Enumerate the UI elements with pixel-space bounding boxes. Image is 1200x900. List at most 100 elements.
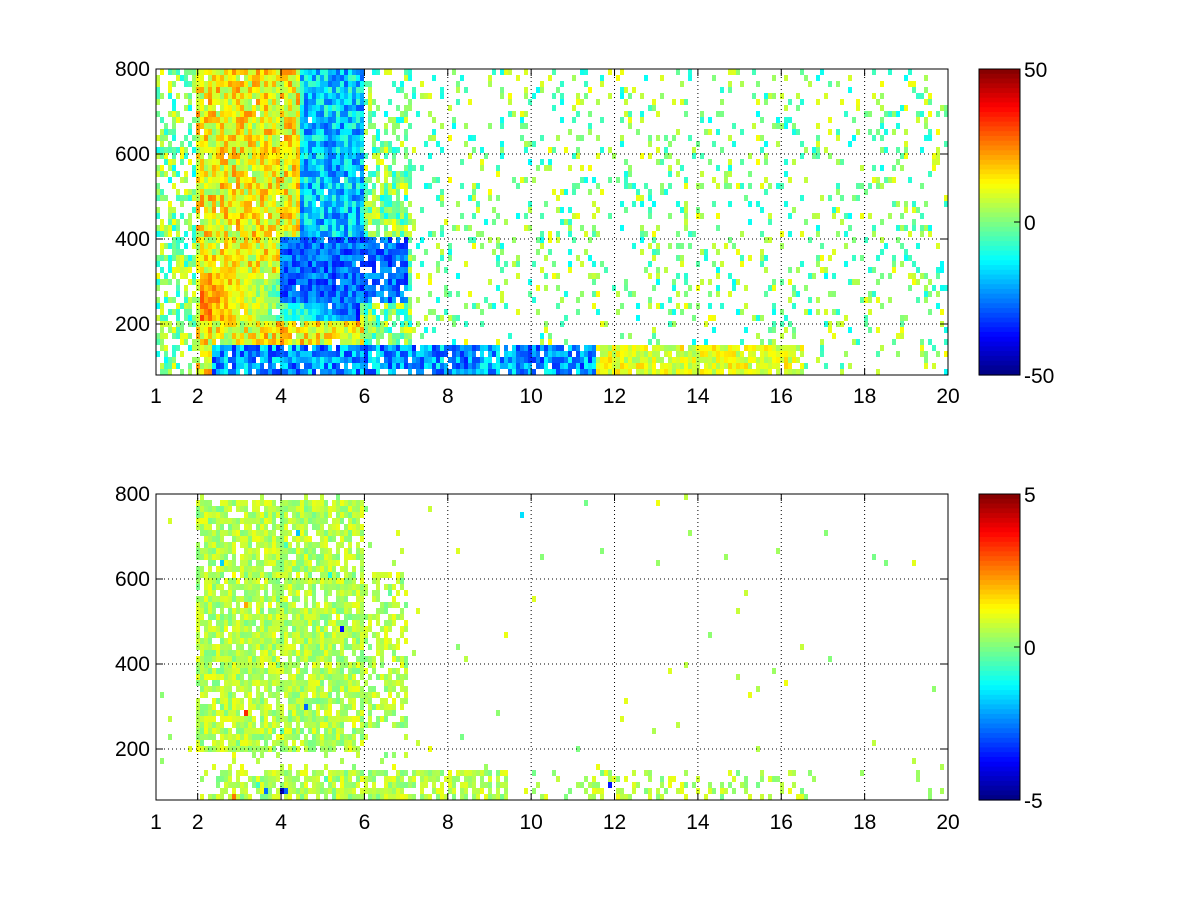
heatmap-cell [908, 273, 912, 279]
heatmap-cell [372, 369, 376, 375]
heatmap-cell [320, 279, 324, 285]
heatmap-cell [464, 363, 468, 369]
heatmap-cell [252, 195, 256, 201]
heatmap-cell [348, 279, 352, 285]
heatmap-cell [844, 243, 848, 249]
heatmap-cell [376, 225, 380, 231]
heatmap-cell [192, 81, 196, 87]
heatmap-cell [396, 351, 400, 357]
heatmap-cell [272, 171, 276, 177]
heatmap-cell [192, 87, 196, 93]
heatmap-cell [320, 261, 324, 267]
heatmap-cell [324, 69, 328, 75]
heatmap-cell [240, 99, 244, 105]
heatmap-cell [880, 93, 884, 99]
heatmap-cell [716, 363, 720, 369]
heatmap-cell [320, 237, 324, 243]
heatmap-cell [900, 261, 904, 267]
heatmap-cell [764, 291, 768, 297]
heatmap-cell [384, 123, 388, 129]
heatmap-cell [192, 69, 196, 75]
heatmap-cell [320, 123, 324, 129]
heatmap-cell [332, 327, 336, 333]
heatmap-cell [348, 315, 352, 321]
heatmap-cell [228, 686, 232, 692]
heatmap-cell [328, 279, 332, 285]
heatmap-cell [204, 542, 208, 548]
heatmap-cell [244, 734, 248, 740]
heatmap-cell [216, 686, 220, 692]
heatmap-cell [524, 147, 528, 153]
heatmap-cell [648, 213, 652, 219]
heatmap-cell [516, 75, 520, 81]
heatmap-cell [184, 105, 188, 111]
heatmap-cell [208, 147, 212, 153]
heatmap-cell [216, 782, 220, 788]
heatmap-cell [372, 303, 376, 309]
heatmap-cell [488, 75, 492, 81]
heatmap-cell [244, 285, 248, 291]
heatmap-cell [248, 740, 252, 746]
heatmap-cell [188, 333, 192, 339]
heatmap-cell [224, 512, 228, 518]
heatmap-cell [260, 267, 264, 273]
heatmap-cell [800, 195, 804, 201]
heatmap-cell [892, 261, 896, 267]
heatmap-cell [764, 255, 768, 261]
heatmap-cell [220, 327, 224, 333]
heatmap-cell [524, 141, 528, 147]
heatmap-cell [260, 321, 264, 327]
heatmap-cell [260, 261, 264, 267]
heatmap-cell [224, 309, 228, 315]
heatmap-cell [320, 69, 324, 75]
heatmap-cell [288, 135, 292, 141]
heatmap-cell [232, 303, 236, 309]
heatmap-cell [244, 650, 248, 656]
heatmap-cell [200, 195, 204, 201]
heatmap-cell [676, 129, 680, 135]
heatmap-cell [252, 81, 256, 87]
heatmap-cell [240, 219, 244, 225]
heatmap-cell [356, 231, 360, 237]
heatmap-cell [372, 111, 376, 117]
heatmap-cell [228, 692, 232, 698]
heatmap-cell [904, 147, 908, 153]
heatmap-cell [416, 273, 420, 279]
heatmap-cell [200, 75, 204, 81]
heatmap-cell [636, 195, 640, 201]
heatmap-cell [300, 315, 304, 321]
heatmap-cell [624, 177, 628, 183]
heatmap-cell [328, 147, 332, 153]
heatmap-cell [764, 237, 768, 243]
heatmap-cell [236, 357, 240, 363]
heatmap-cell [316, 183, 320, 189]
heatmap-cell [228, 560, 232, 566]
heatmap-cell [944, 141, 948, 147]
heatmap-cell [588, 189, 592, 195]
heatmap-cell [800, 345, 804, 351]
heatmap-cell [468, 351, 472, 357]
heatmap-cell [404, 267, 408, 273]
heatmap-cell [272, 279, 276, 285]
heatmap-cell [320, 171, 324, 177]
heatmap-cell [308, 123, 312, 129]
heatmap-cell [404, 213, 408, 219]
heatmap-cell [716, 183, 720, 189]
heatmap-cell [464, 303, 468, 309]
heatmap-cell [408, 69, 412, 75]
heatmap-cell [344, 225, 348, 231]
heatmap-cell [228, 764, 232, 770]
heatmap-cell [352, 219, 356, 225]
heatmap-cell [288, 165, 292, 171]
heatmap-cell [356, 303, 360, 309]
heatmap-cell [212, 165, 216, 171]
heatmap-cell [244, 129, 248, 135]
heatmap-cell [424, 249, 428, 255]
heatmap-cell [244, 261, 248, 267]
heatmap-cell [232, 111, 236, 117]
heatmap-cell [316, 75, 320, 81]
heatmap-cell [444, 309, 448, 315]
heatmap-cell [660, 189, 664, 195]
heatmap-cell [276, 315, 280, 321]
heatmap-cell [780, 243, 784, 249]
